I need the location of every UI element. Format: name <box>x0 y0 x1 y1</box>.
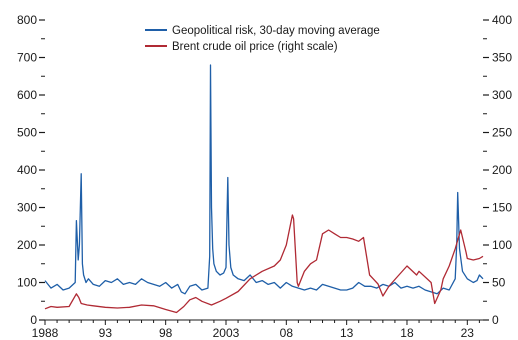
series-line-geopolitical-risk <box>44 64 484 295</box>
y-left-tick-label: 800 <box>17 13 37 27</box>
x-tick-label: 18 <box>400 326 414 340</box>
y-left-tick-label: 700 <box>17 51 37 65</box>
y-right-tick-label: 0 <box>492 313 499 327</box>
x-tick-label: 1988 <box>32 326 59 340</box>
y-left-tick-label: 600 <box>17 88 37 102</box>
y-left-tick-label: 300 <box>17 201 37 215</box>
legend-label: Geopolitical risk, 30-day moving average <box>172 25 380 37</box>
y-right-tick-label: 200 <box>492 163 512 177</box>
y-right-tick-label: 400 <box>492 13 512 27</box>
y-right-tick-label: 250 <box>492 126 512 140</box>
x-tick-label: 08 <box>280 326 294 340</box>
y-right-tick-label: 150 <box>492 201 512 215</box>
x-tick-label: 13 <box>340 326 354 340</box>
legend: Geopolitical risk, 30-day moving average… <box>145 25 380 53</box>
x-tick-label: 93 <box>99 326 113 340</box>
y-right-tick-label: 350 <box>492 51 512 65</box>
y-left-tick-label: 200 <box>17 238 37 252</box>
axes: 0 100 200 300 400 500 600 700 800 0 50 100 150 200 250… <box>17 13 512 340</box>
y-left-tick-label: 500 <box>17 126 37 140</box>
legend-label: Brent crude oil price (right scale) <box>172 41 338 53</box>
y-left-tick-label: 0 <box>30 313 37 327</box>
y-left-tick-label: 100 <box>17 276 37 290</box>
x-tick-label: 98 <box>159 326 173 340</box>
y-left-tick-label: 400 <box>17 163 37 177</box>
y-right-tick-label: 300 <box>492 88 512 102</box>
y-right-tick-label: 100 <box>492 238 512 252</box>
series-layer <box>44 64 484 314</box>
series-line-brent-oil-price <box>44 214 484 314</box>
y-right-tick-label: 50 <box>492 276 506 290</box>
x-tick-label: 23 <box>461 326 475 340</box>
x-tick-label: 2003 <box>213 326 240 340</box>
